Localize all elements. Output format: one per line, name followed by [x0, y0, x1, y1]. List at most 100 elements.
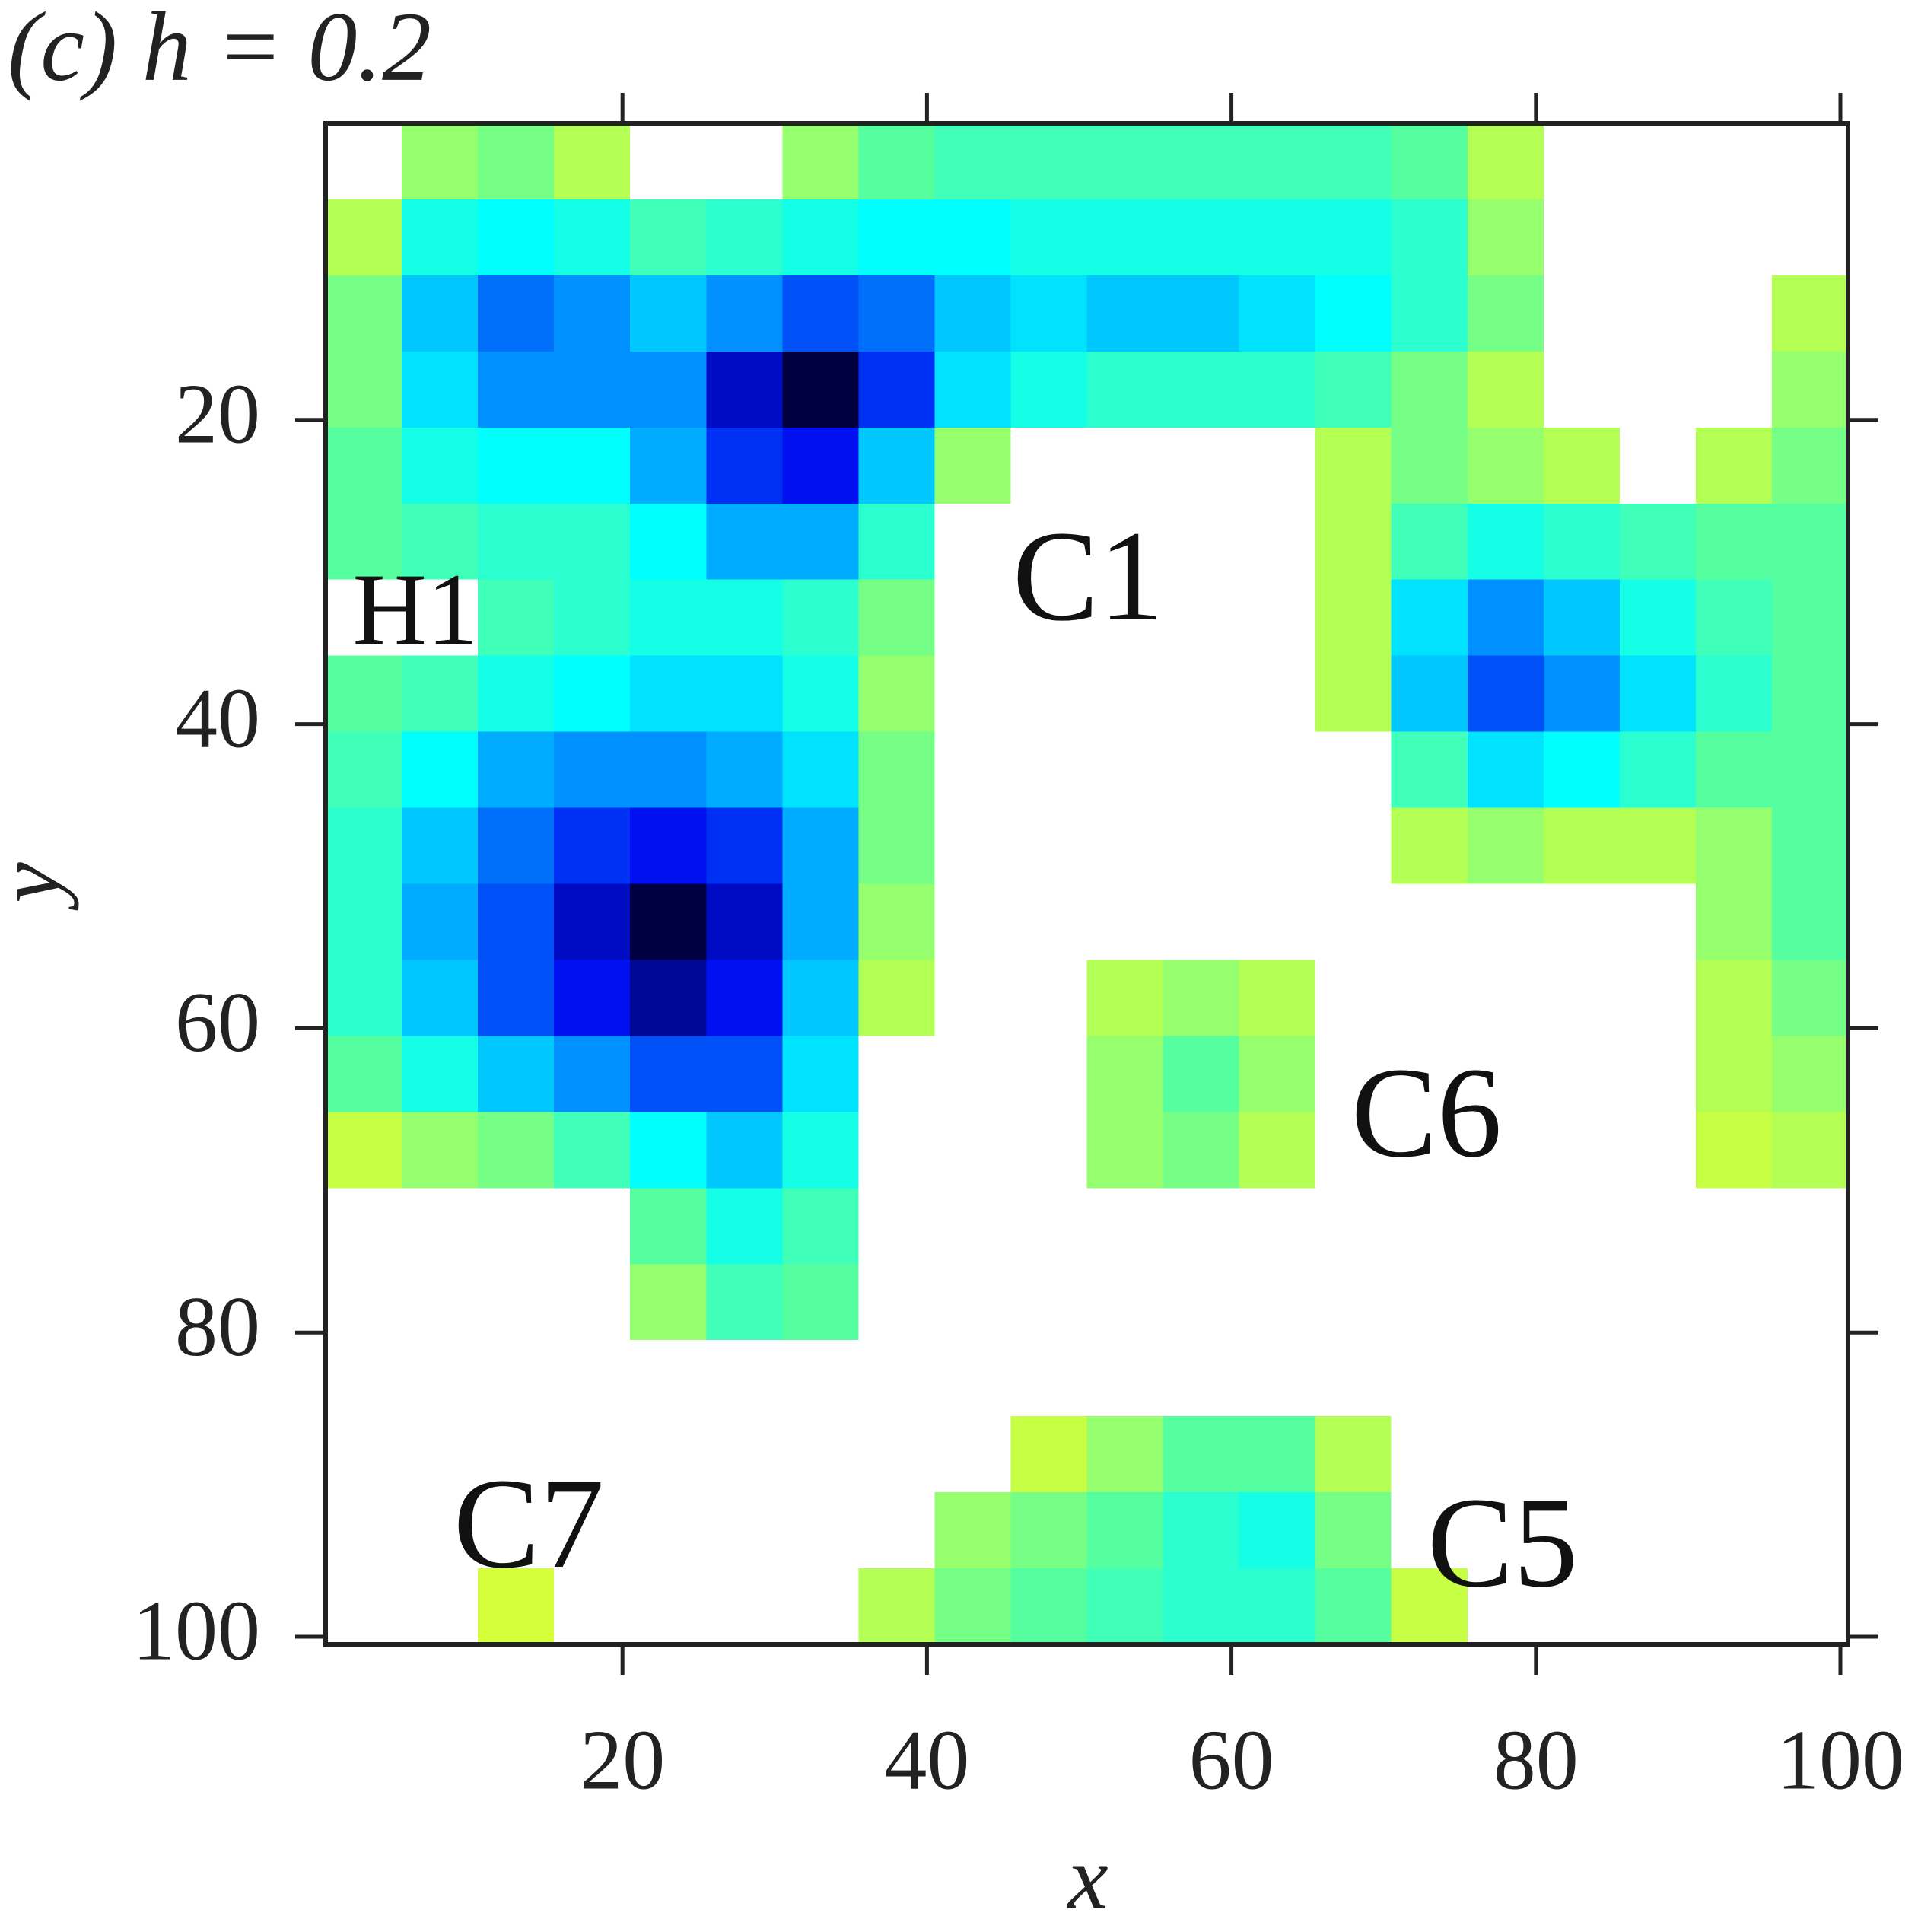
- heatmap-cell: [1619, 503, 1697, 581]
- heatmap-cell: [1543, 275, 1621, 352]
- heatmap-cell: [630, 1340, 707, 1417]
- heatmap-cell: [1163, 199, 1240, 276]
- heatmap-cell: [326, 1112, 402, 1189]
- heatmap-cell: [326, 1568, 402, 1645]
- heatmap-cell: [1239, 1340, 1316, 1417]
- heatmap-cell: [858, 1492, 935, 1569]
- heatmap-cell: [782, 503, 859, 581]
- heatmap-cell: [1695, 1492, 1773, 1569]
- heatmap-cell: [554, 1264, 631, 1341]
- heatmap-cell: [1163, 883, 1240, 960]
- heatmap-cell: [1695, 199, 1773, 276]
- heatmap-cell: [478, 503, 555, 581]
- heatmap-cell: [1163, 1340, 1240, 1417]
- x-tick-label: 80: [1493, 1714, 1579, 1808]
- heatmap-cell: [934, 1188, 1011, 1265]
- heatmap-cell: [1391, 807, 1468, 884]
- x-tick-label: 20: [580, 1714, 665, 1808]
- heatmap-cell: [630, 427, 707, 504]
- heatmap-cell: [1010, 1188, 1087, 1265]
- heatmap-cell: [1315, 275, 1392, 352]
- heatmap-cell: [326, 807, 402, 884]
- heatmap-cell: [630, 579, 707, 657]
- heatmap-cell: [1543, 883, 1621, 960]
- heatmap-cell: [326, 1340, 402, 1417]
- heatmap-cell: [934, 199, 1011, 276]
- heatmap-cell: [326, 655, 402, 733]
- heatmap-cell: [1619, 579, 1697, 657]
- heatmap-cell: [1391, 1340, 1468, 1417]
- heatmap-cell: [1467, 275, 1544, 352]
- heatmap-cell: [1695, 1416, 1773, 1493]
- heatmap-cell: [326, 199, 402, 276]
- heatmap-cell: [1010, 960, 1087, 1036]
- heatmap-cell: [934, 1340, 1011, 1417]
- heatmap-cell: [782, 351, 859, 428]
- heatmap-cell: [326, 275, 402, 352]
- heatmap-cell: [1771, 1112, 1849, 1189]
- heatmap-cell: [402, 1492, 479, 1569]
- y-tick-label: 100: [132, 1584, 260, 1679]
- heatmap-cell: [706, 883, 783, 960]
- heatmap-cell: [706, 427, 783, 504]
- heatmap-cell: [1315, 883, 1392, 960]
- heatmap-cell: [782, 731, 859, 809]
- heatmap-cell: [1239, 655, 1316, 733]
- heatmap-cell: [1315, 427, 1392, 504]
- heatmap-cell: [478, 275, 555, 352]
- heatmap-cell: [1315, 731, 1392, 809]
- heatmap-cell: [1315, 1188, 1392, 1265]
- heatmap-cell: [1010, 275, 1087, 352]
- heatmap-cell: [1391, 883, 1468, 960]
- chart-title: (c) h = 0.2: [8, 0, 431, 102]
- heatmap-cell: [858, 807, 935, 884]
- heatmap-cell: [934, 883, 1011, 960]
- heatmap-cell: [630, 503, 707, 581]
- heatmap-cell: [402, 655, 479, 733]
- heatmap-cell: [858, 1340, 935, 1417]
- heatmap-cell: [478, 655, 555, 733]
- heatmap-cell: [630, 1112, 707, 1189]
- heatmap-cell: [1543, 960, 1621, 1036]
- heatmap-cell: [1543, 1264, 1621, 1341]
- heatmap-cell: [630, 275, 707, 352]
- heatmap-cell: [1543, 655, 1621, 733]
- heatmap-cell: [1391, 123, 1468, 200]
- heatmap-cell: [1315, 123, 1392, 200]
- heatmap-cell: [1771, 883, 1849, 960]
- heatmap-cell: [1695, 1264, 1773, 1341]
- heatmap-cell: [1163, 427, 1240, 504]
- heatmap-cell: [402, 807, 479, 884]
- heatmap-cell: [706, 655, 783, 733]
- heatmap-cell: [1010, 1112, 1087, 1189]
- heatmap-cell: [1315, 807, 1392, 884]
- heatmap-cell: [1391, 275, 1468, 352]
- heatmap-cell: [934, 1112, 1011, 1189]
- heatmap-cell: [1771, 1340, 1849, 1417]
- heatmap-cell: [554, 351, 631, 428]
- x-tick-label: 100: [1776, 1714, 1904, 1808]
- heatmap-cell: [326, 1188, 402, 1265]
- heatmap-cell: [1086, 731, 1164, 809]
- heatmap-cell: [1467, 1416, 1544, 1493]
- heatmap-cell: [782, 1568, 859, 1645]
- heatmap-cell: [1543, 199, 1621, 276]
- heatmap-cell: [630, 807, 707, 884]
- heatmap-cell: [1467, 1112, 1544, 1189]
- heatmap-cell: [1391, 1492, 1468, 1569]
- heatmap-cell: [1163, 731, 1240, 809]
- heatmap-cell: [858, 1188, 935, 1265]
- heatmap-cell: [934, 351, 1011, 428]
- heatmap-cell: [478, 199, 555, 276]
- heatmap-cell: [1467, 351, 1544, 428]
- heatmap-cell: [1010, 1568, 1087, 1645]
- heatmap-cell: [326, 579, 402, 657]
- heatmap-cell: [630, 1492, 707, 1569]
- heatmap-cell: [1315, 1340, 1392, 1417]
- heatmap-cell: [402, 503, 479, 581]
- heatmap-cell: [1315, 1416, 1392, 1493]
- heatmap-cell: [554, 199, 631, 276]
- heatmap-cell: [1695, 1340, 1773, 1417]
- heatmap-cell: [934, 1036, 1011, 1112]
- heatmap-cell: [934, 579, 1011, 657]
